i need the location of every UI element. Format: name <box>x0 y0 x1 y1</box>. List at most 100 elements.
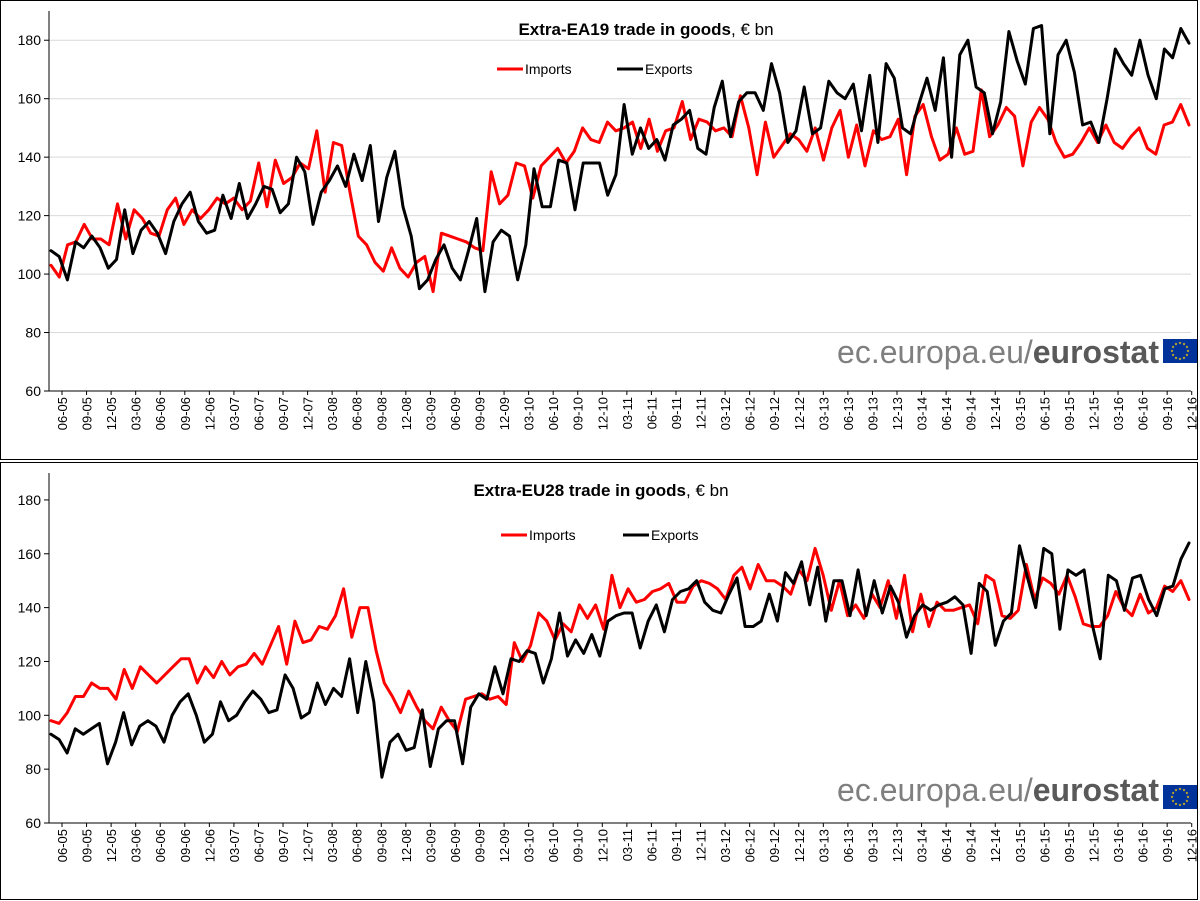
chart1-x-tick-label: 06-16 <box>1136 829 1151 862</box>
chart0-x-tick-label: 09-15 <box>1062 397 1077 430</box>
chart-panel-eu28: 60 80 100 120 140 160 180 06-05 09-05 12-05 03-06 0… <box>0 462 1199 900</box>
chart1-title: Extra-EU28 trade in goods, € bn <box>473 481 728 500</box>
chart0-x-tick-label: 09-16 <box>1160 397 1175 430</box>
chart1-legend-label-imports: Imports <box>529 527 576 543</box>
chart1-legend-label-exports: Exports <box>651 527 698 543</box>
chart0-x-tick-label: 06-15 <box>1037 397 1052 430</box>
chart0-x-tick-label: 06-16 <box>1136 397 1151 430</box>
chart0-x-tick-label: 06-13 <box>841 397 856 430</box>
chart0-series-line-exports <box>49 24 1191 294</box>
chart0-x-tick-label: 06-09 <box>448 397 463 430</box>
chart0-x-tick-label: 09-12 <box>767 397 782 430</box>
chart0-x-tick-label: 09-05 <box>80 397 95 430</box>
chart0-x-tick-label: 06-12 <box>743 397 758 430</box>
chart1-x-tick-label: 09-10 <box>571 829 586 862</box>
chart1-x-tick-label: 12-15 <box>1086 829 1101 862</box>
chart1-title-unit: , € bn <box>686 481 729 500</box>
chart0-x-tick-label: 12-13 <box>890 397 905 430</box>
chart1-x-tick-label: 09-08 <box>374 829 389 862</box>
chart1-x-tick-label: 09-14 <box>964 829 979 862</box>
chart1-x-tick-label: 12-08 <box>399 829 414 862</box>
chart1-y-tick-label: 120 <box>18 653 42 669</box>
chart1-x-tick-label: 09-07 <box>276 829 291 862</box>
chart0-y-tick-label: 140 <box>18 149 42 165</box>
chart1-x-tick-label: 09-16 <box>1160 829 1175 862</box>
chart0-x-tick-label: 06-08 <box>350 397 365 430</box>
chart0-eu-flag-icon <box>1163 339 1197 363</box>
chart0-x-tick-label: 12-15 <box>1086 397 1101 430</box>
chart1-x-tick-label: 06-06 <box>153 829 168 862</box>
chart0-x-tick-label: 09-06 <box>178 397 193 430</box>
chart1-x-tick-label: 03-14 <box>915 829 930 862</box>
chart1-x-tick-label: 03-16 <box>1111 829 1126 862</box>
chart0-x-tick-label: 03-09 <box>423 397 438 430</box>
chart0-x-tick-label: 12-07 <box>301 397 316 430</box>
chart0-x-tick-label: 03-08 <box>325 397 340 430</box>
chart1-x-tick-label: 03-06 <box>129 829 144 862</box>
chart1-series-line-imports <box>49 546 1191 733</box>
chart1-x-tick-label: 12-11 <box>694 829 709 861</box>
chart1-x-tick-label: 03-10 <box>522 829 537 862</box>
chart1-x-tick-label: 06-05 <box>55 829 70 862</box>
chart-ea19: 60 80 100 120 140 160 180 06-05 09-05 12-05 03-06 0… <box>18 11 1199 430</box>
chart1-x-tick-label: 06-10 <box>546 829 561 862</box>
chart0-x-tick-label: 12-11 <box>694 397 709 429</box>
chart0-x-tick-label: 09-08 <box>374 397 389 430</box>
chart0-x-tick-label: 09-11 <box>669 397 684 429</box>
chart-panel-ea19: 60 80 100 120 140 160 180 06-05 09-05 12-05 03-06 0… <box>0 0 1199 460</box>
chart1-x-tick-label: 06-09 <box>448 829 463 862</box>
chart1-y-tick-label: 180 <box>18 492 42 508</box>
chart1-x-tick-label: 03-07 <box>227 829 242 862</box>
chart1-x-tick-label: 12-07 <box>301 829 316 862</box>
chart0-x-tick-label: 06-11 <box>644 397 659 429</box>
chart0-x-tick-label: 06-10 <box>546 397 561 430</box>
chart1-x-tick-label: 06-12 <box>743 829 758 862</box>
chart1-x-tick-label: 06-15 <box>1037 829 1052 862</box>
chart1-x-tick-label: 03-08 <box>325 829 340 862</box>
chart1-y-tick-label: 60 <box>25 815 41 831</box>
chart1-x-tick-label: 12-14 <box>988 829 1003 862</box>
chart1-y-tick-label: 140 <box>18 600 42 616</box>
chart1-x-tick-label: 12-13 <box>890 829 905 862</box>
chart1-x-tick-label: 03-09 <box>423 829 438 862</box>
chart1-x-tick-label: 06-08 <box>350 829 365 862</box>
chart0-x-tick-label: 12-10 <box>595 397 610 430</box>
chart0-x-tick-label: 03-13 <box>816 397 831 430</box>
chart0-x-tick-label: 12-09 <box>497 397 512 430</box>
chart1-watermark-site: ec.europa.eu/ <box>837 772 1033 808</box>
chart1-series-line-exports <box>49 541 1191 779</box>
chart0-x-tick-label: 09-09 <box>473 397 488 430</box>
chart1-eu-flag-icon <box>1163 785 1197 809</box>
chart0-title-unit: , € bn <box>731 20 774 39</box>
chart1-x-tick-label: 03-11 <box>620 829 635 861</box>
chart0-x-tick-label: 03-14 <box>915 397 930 430</box>
chart0-x-tick-label: 06-06 <box>153 397 168 430</box>
chart1-x-tick-label: 06-14 <box>939 829 954 862</box>
chart0-y-tick-label: 180 <box>18 32 42 48</box>
chart0-x-tick-label: 09-13 <box>865 397 880 430</box>
chart1-x-tick-label: 12-09 <box>497 829 512 862</box>
chart0-x-tick-label: 06-05 <box>55 397 70 430</box>
chart1-x-tick-label: 09-09 <box>473 829 488 862</box>
chart1-x-tick-label: 03-12 <box>718 829 733 862</box>
chart0-y-tick-label: 60 <box>25 383 41 399</box>
chart0-x-tick-label: 09-07 <box>276 397 291 430</box>
chart1-x-tick-label: 06-07 <box>251 829 266 862</box>
chart0-x-tick-label: 12-08 <box>399 397 414 430</box>
chart1-x-tick-label: 09-15 <box>1062 829 1077 862</box>
chart0-x-tick-label: 03-15 <box>1013 397 1028 430</box>
chart1-x-tick-label: 09-06 <box>178 829 193 862</box>
chart1-x-tick-label: 12-05 <box>104 829 119 862</box>
chart1-y-tick-label: 100 <box>18 707 42 723</box>
chart0-x-tick-label: 12-16 <box>1185 397 1199 430</box>
chart0-watermark-brand: eurostat <box>1033 334 1160 370</box>
chart1-x-tick-label: 12-06 <box>202 829 217 862</box>
chart1-x-tick-label: 06-13 <box>841 829 856 862</box>
chart0-series-line-imports <box>49 88 1191 294</box>
chart1-y-tick-label: 160 <box>18 546 42 562</box>
chart0-title-bold: Extra-EA19 trade in goods <box>518 20 731 39</box>
chart0-watermark-text: ec.europa.eu/eurostat <box>837 334 1159 370</box>
chart0-legend-label-exports: Exports <box>645 61 692 77</box>
chart0-x-tick-label: 06-14 <box>939 397 954 430</box>
chart0-x-tick-label: 03-16 <box>1111 397 1126 430</box>
